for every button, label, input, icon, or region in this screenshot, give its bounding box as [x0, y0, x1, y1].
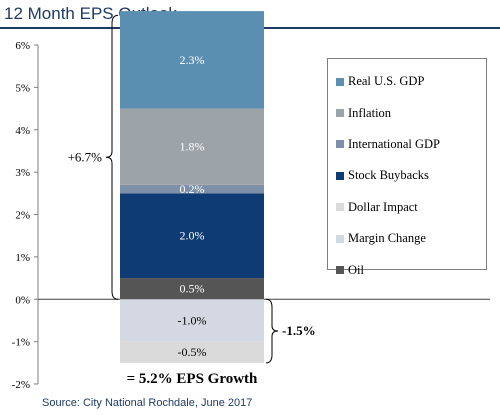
bar-dollar-impact	[120, 341, 264, 363]
legend-swatch	[336, 203, 344, 212]
eps-growth-label: = 5.2% EPS Growth	[127, 371, 258, 387]
legend-swatch	[336, 140, 344, 149]
legend-label: Inflation	[348, 105, 392, 120]
legend-label: Dollar Impact	[348, 199, 418, 214]
bar-inflation	[120, 108, 264, 185]
y-tick-label: 0%	[15, 294, 30, 306]
legend-item-dollar-impact: Dollar Impact	[336, 192, 486, 223]
legend-swatch	[336, 234, 344, 243]
positive-total-label: +6.7%	[68, 149, 103, 164]
legend-swatch	[336, 77, 344, 86]
y-tick-label: 4%	[15, 125, 30, 137]
legend-swatch	[336, 171, 344, 180]
legend-label: Stock Buybacks	[348, 168, 429, 183]
legend-item-real-u-s-gdp: Real U.S. GDP	[336, 66, 486, 97]
legend-swatch	[336, 109, 344, 118]
bar-label-dollar-impact: -0.5%	[178, 345, 207, 359]
bar-stock-buybacks	[120, 193, 264, 279]
y-tick-label: 6%	[15, 40, 30, 52]
legend-item-stock-buybacks: Stock Buybacks	[336, 160, 486, 191]
y-tick-label: 5%	[15, 82, 30, 94]
negative-total-brace	[265, 298, 279, 364]
bar-label-oil: 0.5%	[180, 282, 205, 296]
legend-item-inflation: Inflation	[336, 97, 486, 128]
legend-label: International GDP	[348, 136, 440, 151]
negative-total-label: -1.5%	[282, 323, 316, 338]
y-tick-label: -1%	[12, 337, 30, 349]
y-tick-label: 3%	[15, 167, 30, 179]
y-tick-label: -2%	[12, 379, 30, 391]
positive-total-brace	[105, 14, 119, 300]
bar-label-inflation: 1.8%	[180, 140, 205, 154]
bar-label-real-u-s-gdp: 2.3%	[180, 53, 205, 67]
bar-real-u-s-gdp	[120, 11, 264, 109]
bar-label-margin-change: -1.0%	[178, 313, 207, 327]
legend-item-margin-change: Margin Change	[336, 223, 486, 254]
legend: Real U.S. GDP Inflation International GDP S…	[327, 58, 487, 277]
legend-label: Margin Change	[348, 231, 426, 246]
legend-item-international-gdp: International GDP	[336, 129, 486, 160]
bar-oil	[120, 278, 264, 300]
legend-swatch	[336, 266, 344, 275]
bar-margin-change	[120, 299, 264, 342]
source-note: Source: City National Rochdale, June 201…	[42, 397, 253, 409]
legend-label: Oil	[348, 262, 364, 277]
bar-label-stock-buybacks: 2.0%	[180, 229, 205, 243]
legend-label: Real U.S. GDP	[348, 74, 425, 89]
bar-international-gdp	[120, 184, 264, 194]
y-tick-label: 2%	[15, 210, 30, 222]
legend-item-oil: Oil	[336, 254, 486, 285]
y-tick-label: 1%	[15, 252, 30, 264]
bar-label-international-gdp: 0.2%	[180, 182, 205, 196]
